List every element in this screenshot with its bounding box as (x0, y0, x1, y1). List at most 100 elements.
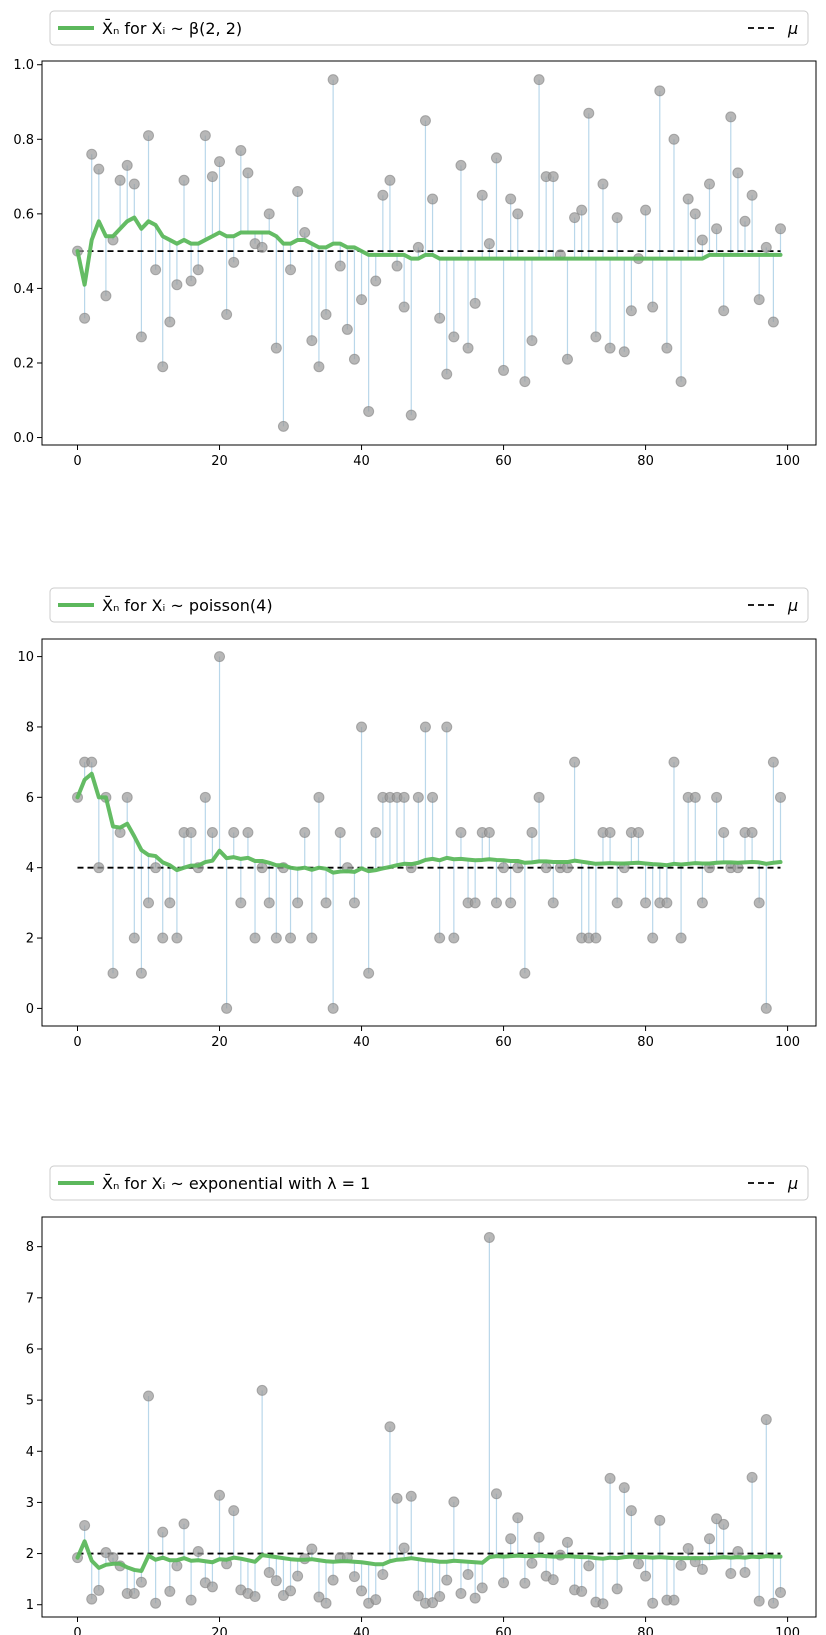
sample-point (711, 223, 723, 235)
sample-point (320, 897, 332, 909)
sample-point (675, 1559, 687, 1571)
legend-box (49, 1165, 809, 1201)
sample-point (143, 897, 155, 909)
sample-point (306, 335, 318, 347)
sample-point (228, 256, 240, 268)
sample-point (320, 1597, 332, 1609)
legend-mu-label: μ (787, 19, 798, 38)
sample-point (476, 189, 488, 201)
sample-point (164, 1585, 176, 1597)
sample-point (682, 1542, 694, 1554)
sample-point (206, 1581, 218, 1593)
sample-point (611, 897, 623, 909)
x-tick-label: 0 (73, 454, 81, 469)
sample-point (256, 862, 268, 874)
sample-point (561, 862, 573, 874)
x-tick-label: 40 (353, 1626, 370, 1635)
sample-point (590, 932, 602, 944)
sample-point (498, 862, 510, 874)
sample-point (654, 85, 666, 97)
sample-point (455, 159, 467, 171)
sample-point (171, 1560, 183, 1572)
sample-point (370, 1594, 382, 1606)
sample-point (86, 756, 98, 768)
sample-point (93, 862, 105, 874)
sample-point (285, 264, 297, 276)
sample-point (171, 932, 183, 944)
sample-point (107, 967, 119, 979)
sample-point (441, 368, 453, 380)
sample-point (668, 1594, 680, 1606)
sample-point (455, 827, 467, 838)
sample-point (398, 791, 410, 803)
sample-point (718, 1518, 730, 1530)
sample-point (228, 827, 240, 838)
sample-point (93, 163, 105, 175)
x-tick-label: 20 (211, 1626, 228, 1635)
sample-point (647, 932, 659, 944)
sample-point (561, 353, 573, 365)
sample-point (526, 827, 538, 838)
sample-point (334, 827, 346, 838)
sample-point (206, 827, 218, 838)
sample-point (150, 862, 162, 874)
sample-point (405, 409, 417, 421)
sample-point (533, 74, 545, 86)
sample-point (221, 309, 233, 321)
sample-point (192, 1546, 204, 1558)
sample-point (483, 827, 495, 838)
sample-point (476, 1582, 488, 1594)
sample-point (143, 1390, 155, 1402)
sample-point (341, 323, 353, 335)
x-tick-label: 0 (73, 1035, 81, 1050)
y-tick-label: 0.6 (13, 207, 34, 222)
sample-point (377, 189, 389, 201)
axes-frame (41, 60, 817, 446)
sample-point (320, 309, 332, 321)
sample-point (434, 1591, 446, 1603)
sample-point (505, 193, 517, 205)
sample-point (490, 152, 502, 164)
sample-point (696, 234, 708, 246)
sample-point (121, 791, 133, 803)
sample-point (285, 932, 297, 944)
sample-point (654, 1514, 666, 1526)
sample-point (505, 1533, 517, 1545)
y-tick-label: 0.8 (13, 133, 34, 148)
sample-point (483, 1231, 495, 1243)
sample-point (292, 185, 304, 197)
y-tick-label: 5 (26, 1394, 34, 1409)
sample-point (668, 133, 680, 145)
x-tick-label: 0 (73, 1626, 81, 1635)
sample-point (185, 1594, 197, 1606)
sample-point (526, 335, 538, 347)
sample-point (469, 897, 481, 909)
sample-point (356, 721, 368, 733)
sample-point (79, 312, 91, 324)
x-tick-label: 40 (353, 454, 370, 469)
y-tick-label: 6 (26, 791, 34, 806)
sample-point (370, 275, 382, 287)
sample-point (334, 260, 346, 272)
y-tick-label: 8 (26, 720, 34, 735)
sample-point (689, 208, 701, 220)
y-tick-label: 8 (26, 1240, 34, 1255)
legend-mu-label: μ (787, 1174, 798, 1193)
y-tick-label: 1 (26, 1598, 34, 1613)
sample-point (703, 1533, 715, 1545)
running-mean-line (75, 1539, 783, 1573)
sample-point (412, 791, 424, 803)
sample-point (199, 791, 211, 803)
sample-point (483, 238, 495, 250)
sample-point (405, 1490, 417, 1502)
sample-point (242, 827, 254, 838)
sample-point (711, 1513, 723, 1525)
sample-point (348, 897, 360, 909)
sample-point (597, 1598, 609, 1610)
sample-point (640, 1570, 652, 1582)
sample-point (292, 897, 304, 909)
y-tick-label: 2 (26, 932, 34, 947)
sample-point (313, 1591, 325, 1603)
sample-point (753, 897, 765, 909)
sample-point (611, 212, 623, 224)
